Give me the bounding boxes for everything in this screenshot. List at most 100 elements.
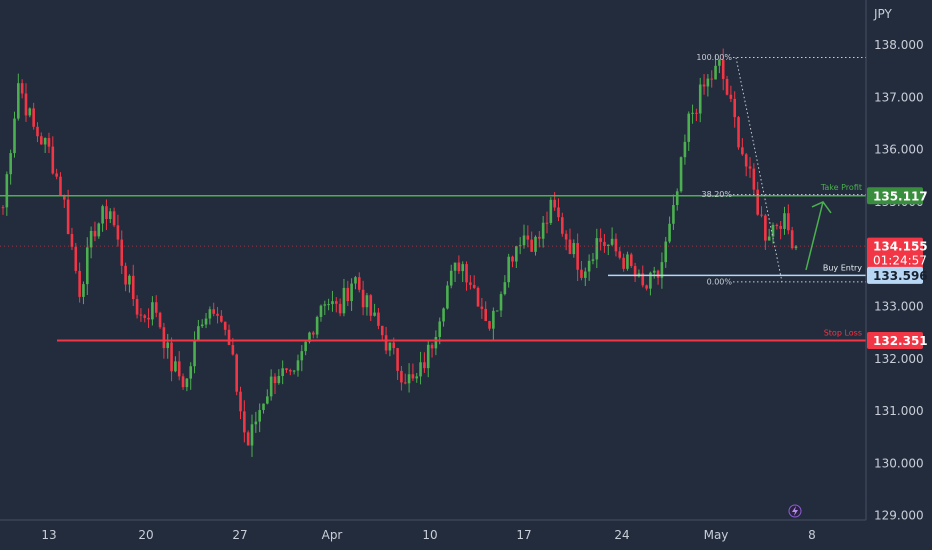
- candle: [85, 237, 89, 296]
- candle: [166, 333, 170, 359]
- buy-entry-label: Buy Entry: [823, 263, 862, 272]
- candle: [622, 253, 625, 272]
- candle: [538, 231, 541, 248]
- candle: [181, 373, 185, 390]
- candle: [576, 233, 579, 282]
- candle: [645, 284, 648, 291]
- candle: [59, 172, 62, 197]
- time-tick-label: May: [704, 528, 729, 542]
- candle: [216, 307, 219, 324]
- candle: [277, 369, 281, 385]
- candle: [614, 233, 618, 257]
- candle: [269, 369, 273, 401]
- candle: [24, 83, 28, 122]
- candle: [541, 216, 545, 248]
- candle: [526, 225, 530, 248]
- candle: [675, 188, 679, 211]
- candle: [672, 194, 675, 230]
- candle: [174, 356, 177, 373]
- candle: [702, 74, 706, 95]
- candle: [449, 264, 453, 289]
- price-tick-label: 131.000: [874, 404, 924, 418]
- candle: [465, 261, 468, 291]
- candle: [139, 308, 143, 322]
- candle: [147, 308, 150, 328]
- candle: [484, 301, 487, 322]
- candle: [40, 132, 43, 145]
- candle: [767, 228, 771, 241]
- stop-loss-badge: 132.351: [867, 331, 928, 349]
- candle: [626, 251, 629, 271]
- candle: [158, 311, 162, 329]
- candle: [13, 111, 16, 158]
- candle: [419, 351, 422, 385]
- time-axis[interactable]: 13 20 27 Apr 10 17 24 May 8: [41, 528, 815, 542]
- candle: [47, 132, 51, 154]
- candle: [530, 231, 533, 252]
- candle: [151, 296, 154, 326]
- time-tick-label: 8: [808, 528, 816, 542]
- candle: [357, 272, 361, 293]
- take-profit-badge: 135.117: [867, 187, 928, 205]
- candle: [549, 197, 553, 225]
- candle: [354, 275, 357, 290]
- candle: [469, 275, 472, 290]
- fib-level-label: 38.20%: [701, 190, 732, 199]
- price-tick-label: 133.000: [874, 300, 924, 314]
- candle: [177, 351, 181, 381]
- candle: [603, 234, 606, 253]
- candle: [239, 386, 242, 420]
- candle: [775, 223, 779, 230]
- price-tick-label: 136.000: [874, 143, 924, 157]
- candle: [1, 205, 5, 215]
- candle: [93, 221, 97, 242]
- candle: [771, 222, 775, 244]
- candle: [434, 330, 438, 356]
- currency-label: JPY: [873, 7, 893, 21]
- time-tick-label: 13: [41, 528, 56, 542]
- candle: [235, 353, 238, 396]
- candle: [737, 116, 740, 150]
- projection-arrow[interactable]: [805, 201, 824, 271]
- candle: [492, 307, 495, 341]
- candle: [365, 292, 369, 316]
- price-axis[interactable]: 138.000137.000136.000135.000134.000133.0…: [874, 38, 924, 523]
- candle: [744, 152, 748, 177]
- candle: [373, 303, 376, 317]
- candle: [752, 163, 756, 196]
- candle: [361, 280, 365, 316]
- candle: [442, 307, 445, 327]
- candle: [545, 211, 549, 234]
- candle: [557, 198, 560, 222]
- candle: [43, 137, 47, 153]
- candle: [78, 262, 81, 303]
- price-tick-label: 129.000: [874, 509, 924, 523]
- candle: [729, 85, 733, 103]
- candle: [641, 265, 645, 288]
- candle: [599, 228, 602, 251]
- candle: [70, 227, 74, 251]
- candle: [472, 275, 476, 289]
- candle: [787, 204, 790, 235]
- candle: [143, 313, 147, 323]
- svg-text:135.117: 135.117: [873, 189, 928, 203]
- candle: [120, 230, 124, 274]
- fib-level-label: 0.00%: [707, 277, 733, 286]
- flash-icon[interactable]: [788, 504, 802, 518]
- candle: [629, 252, 633, 268]
- candle: [710, 70, 714, 88]
- candle: [331, 290, 334, 312]
- candle: [346, 280, 350, 307]
- candle: [411, 363, 415, 382]
- price-tick-label: 132.000: [874, 352, 924, 366]
- candle: [695, 108, 698, 122]
- candle: [446, 281, 449, 310]
- candle: [315, 315, 319, 339]
- candle: [66, 189, 70, 235]
- candle: [377, 307, 380, 330]
- candle: [580, 260, 583, 281]
- candle: [733, 91, 737, 128]
- candle: [698, 77, 702, 123]
